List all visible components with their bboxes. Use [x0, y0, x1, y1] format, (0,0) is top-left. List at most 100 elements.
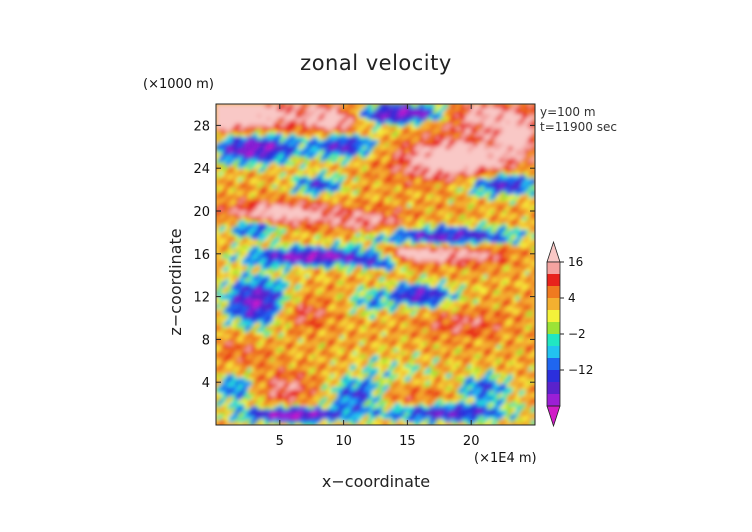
heatmap-cell [295, 132, 300, 137]
heatmap-cell [257, 357, 262, 362]
heatmap-cell [289, 264, 294, 269]
heatmap-cell [270, 248, 275, 253]
heatmap-cell [270, 104, 275, 108]
heatmap-cell [353, 328, 357, 333]
heatmap-cell [270, 315, 275, 320]
heatmap-cell [289, 216, 294, 221]
heatmap-cell [241, 177, 246, 182]
heatmap-cell [257, 148, 262, 153]
heatmap-cell [251, 126, 255, 131]
heatmap-cell [327, 203, 332, 208]
heatmap-cell [356, 421, 361, 425]
heatmap-cell [314, 396, 319, 400]
heatmap-cell [219, 309, 223, 314]
heatmap-cell [263, 392, 268, 397]
heatmap-cell [254, 200, 259, 205]
heatmap-cell [337, 286, 342, 291]
heatmap-cell [343, 309, 348, 314]
heatmap-cell [267, 216, 271, 221]
heatmap-cell [225, 136, 230, 140]
heatmap-cell [247, 200, 252, 205]
heatmap-cell [276, 245, 281, 250]
heatmap-cell [359, 254, 364, 259]
heatmap-cell [337, 116, 342, 121]
heatmap-cell [295, 107, 300, 112]
heatmap-cell [279, 225, 284, 230]
heatmap-cell [362, 123, 367, 128]
heatmap-cell [244, 261, 249, 266]
heatmap-cell [267, 110, 271, 115]
heatmap-cell [228, 181, 233, 185]
heatmap-cell [225, 116, 230, 121]
heatmap-cell [337, 415, 342, 420]
heatmap-cell [343, 181, 348, 185]
heatmap-cell [359, 415, 364, 420]
heatmap-cell [314, 206, 319, 211]
heatmap-cell [263, 264, 268, 269]
heatmap-cell [222, 367, 227, 372]
heatmap-cell [356, 136, 361, 140]
heatmap-cell [302, 155, 306, 160]
heatmap-cell [251, 225, 255, 230]
heatmap-cell [257, 319, 262, 323]
heatmap-cell [359, 370, 364, 375]
heatmap-cell [286, 123, 290, 128]
heatmap-cell [231, 312, 236, 317]
heatmap-cell [263, 181, 268, 185]
heatmap-cell [295, 161, 300, 166]
heatmap-cell [273, 193, 278, 198]
heatmap-cell [251, 290, 255, 294]
heatmap-cell [311, 319, 316, 323]
heatmap-cell [298, 370, 303, 375]
heatmap-cell [241, 312, 246, 317]
heatmap-cell [273, 254, 278, 259]
heatmap-cell [276, 328, 281, 333]
heatmap-cell [254, 364, 259, 368]
heatmap-cell [321, 258, 326, 262]
heatmap-cell [282, 303, 287, 307]
heatmap-cell [334, 319, 338, 323]
heatmap-cell [270, 290, 275, 294]
heatmap-cell [282, 412, 287, 416]
heatmap-cell [273, 415, 278, 420]
heatmap-cell [257, 338, 262, 343]
heatmap-cell [321, 184, 326, 189]
heatmap-cell [349, 245, 354, 250]
heatmap-cell [231, 367, 236, 372]
heatmap-cell [321, 386, 326, 391]
heatmap-cell [257, 136, 262, 140]
heatmap-cell [267, 129, 271, 134]
heatmap-cell [324, 303, 329, 307]
heatmap-cell [247, 341, 252, 346]
heatmap-cell [260, 373, 265, 378]
heatmap-cell [346, 286, 351, 291]
heatmap-cell [353, 203, 357, 208]
heatmap-cell [305, 245, 310, 250]
heatmap-cell [353, 267, 357, 272]
heatmap-cell [340, 370, 345, 375]
heatmap-cell [231, 142, 236, 147]
heatmap-cell [289, 370, 294, 375]
heatmap-cell [282, 325, 287, 330]
heatmap-cell [257, 158, 262, 163]
heatmap-cell [251, 229, 255, 233]
heatmap-cell [346, 408, 351, 413]
heatmap-cell [302, 376, 306, 381]
heatmap-cell [225, 190, 230, 195]
heatmap-cell [251, 136, 255, 140]
heatmap-cell [305, 248, 310, 253]
heatmap-cell [372, 408, 377, 413]
heatmap-cell [292, 315, 297, 320]
heatmap-cell [267, 341, 271, 346]
heatmap-cell [289, 222, 294, 227]
heatmap-cell [235, 389, 239, 394]
heatmap-cell [365, 123, 370, 128]
heatmap-cell [298, 309, 303, 314]
heatmap-cell [292, 168, 297, 173]
heatmap-cell [353, 232, 357, 237]
heatmap-cell [241, 197, 246, 201]
heatmap-cell [270, 184, 275, 189]
heatmap-cell [260, 280, 265, 285]
heatmap-cell [244, 158, 249, 163]
heatmap-cell [327, 171, 332, 176]
